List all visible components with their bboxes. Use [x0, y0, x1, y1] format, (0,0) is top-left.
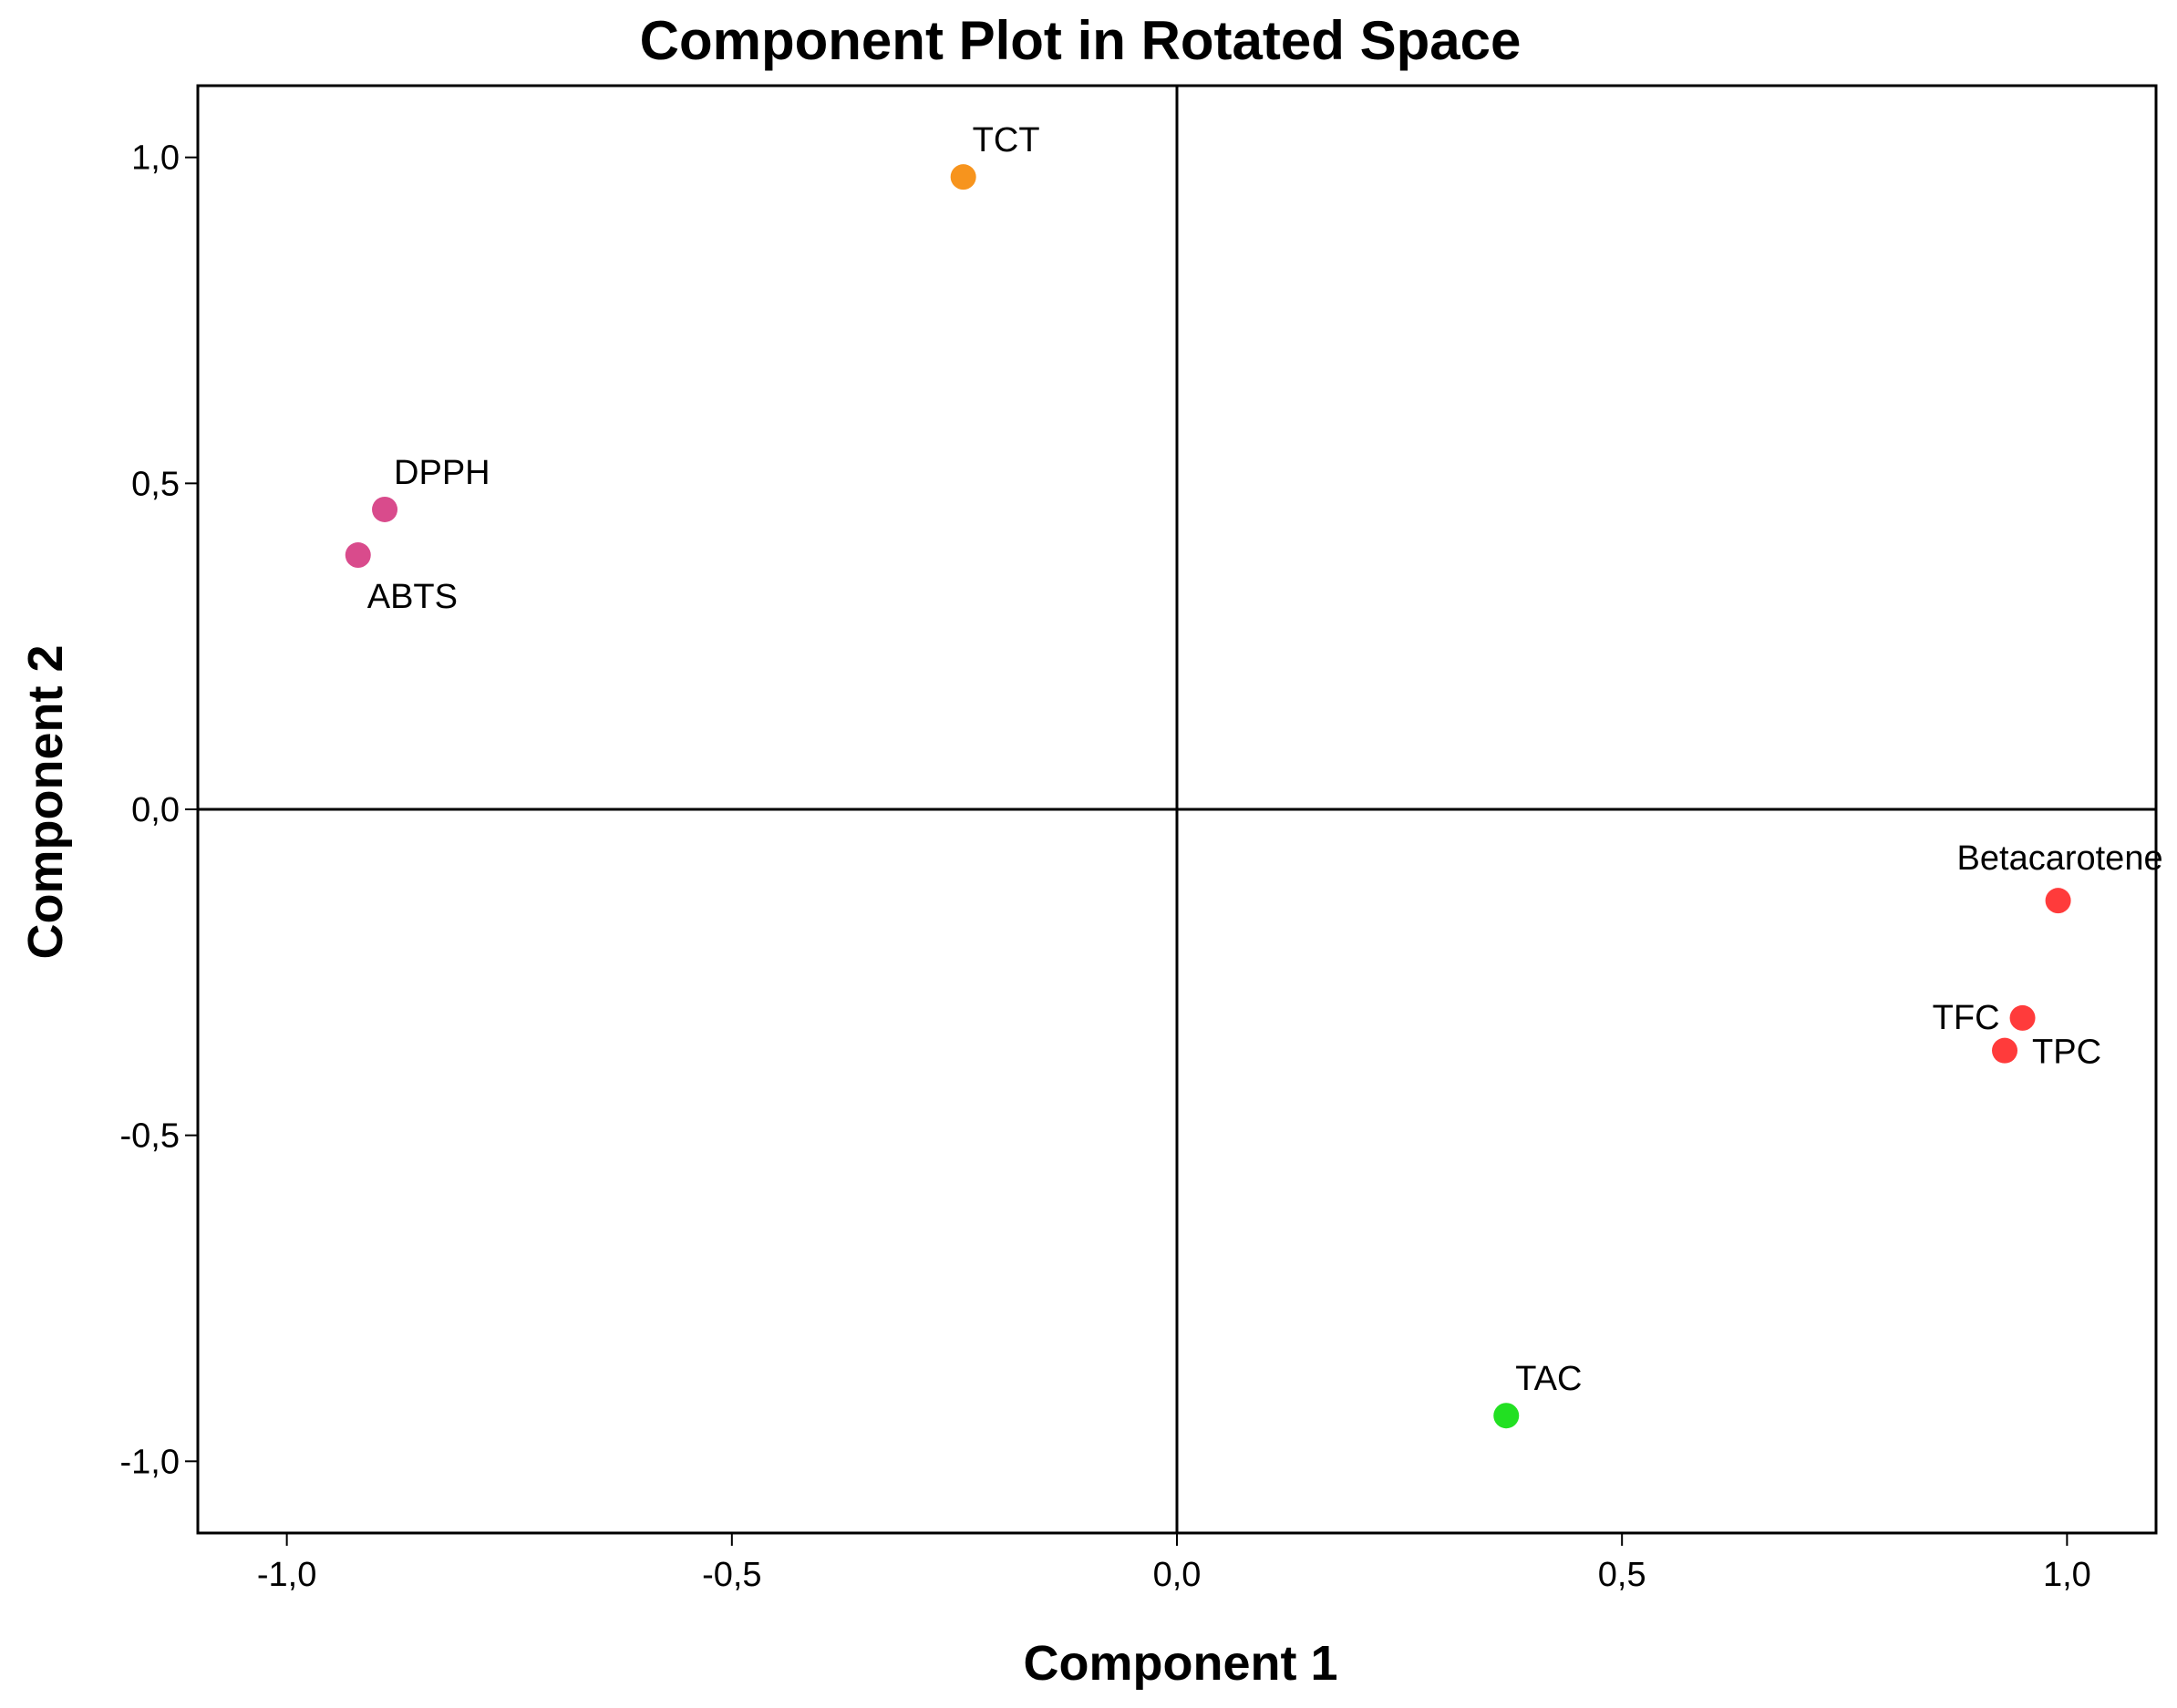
point-label-tpc: TPC: [2032, 1034, 2101, 1072]
axis-ticks: -1,0 -0,5 0,0 0,5 1,0 1,0 0,5 0,0 -0,5 -1,0: [120, 139, 2091, 1594]
reference-lines: [198, 86, 2156, 1533]
chart-title: Component Plot in Rotated Space: [640, 10, 1522, 71]
point-label-betacarotene: Betacarotene: [1957, 839, 2163, 878]
point-tfc: [2009, 1004, 2036, 1031]
point-tct: [950, 164, 976, 190]
y-axis-label: Component 2: [18, 645, 73, 960]
x-tick-label: -0,5: [702, 1556, 761, 1594]
data-points: TCT DPPH ABTS Betacarotene TFC TPC TAC: [345, 121, 2163, 1429]
plot-frame: [196, 84, 2158, 1535]
point-label-dpph: DPPH: [394, 454, 490, 492]
point-dpph: [372, 496, 398, 522]
x-axis-label: Component 1: [1024, 1636, 1338, 1691]
point-tac: [1493, 1403, 1520, 1429]
y-tick-label: -1,0: [120, 1443, 180, 1481]
point-betacarotene: [2045, 888, 2071, 914]
y-tick-label: 1,0: [131, 139, 180, 178]
point-label-tac: TAC: [1515, 1360, 1582, 1398]
point-label-tct: TCT: [973, 121, 1040, 159]
y-tick-label: -0,5: [120, 1117, 180, 1156]
x-tick-label: 0,0: [1153, 1556, 1202, 1594]
x-tick-label: 0,5: [1598, 1556, 1646, 1594]
point-abts: [345, 542, 371, 569]
point-label-tfc: TFC: [1933, 999, 2000, 1037]
point-label-abts: ABTS: [367, 578, 458, 616]
point-tpc: [1992, 1037, 2018, 1064]
y-tick-label: 0,5: [131, 465, 180, 503]
x-tick-label: -1,0: [257, 1556, 316, 1594]
y-tick-label: 0,0: [131, 791, 180, 829]
x-tick-label: 1,0: [2043, 1556, 2091, 1594]
